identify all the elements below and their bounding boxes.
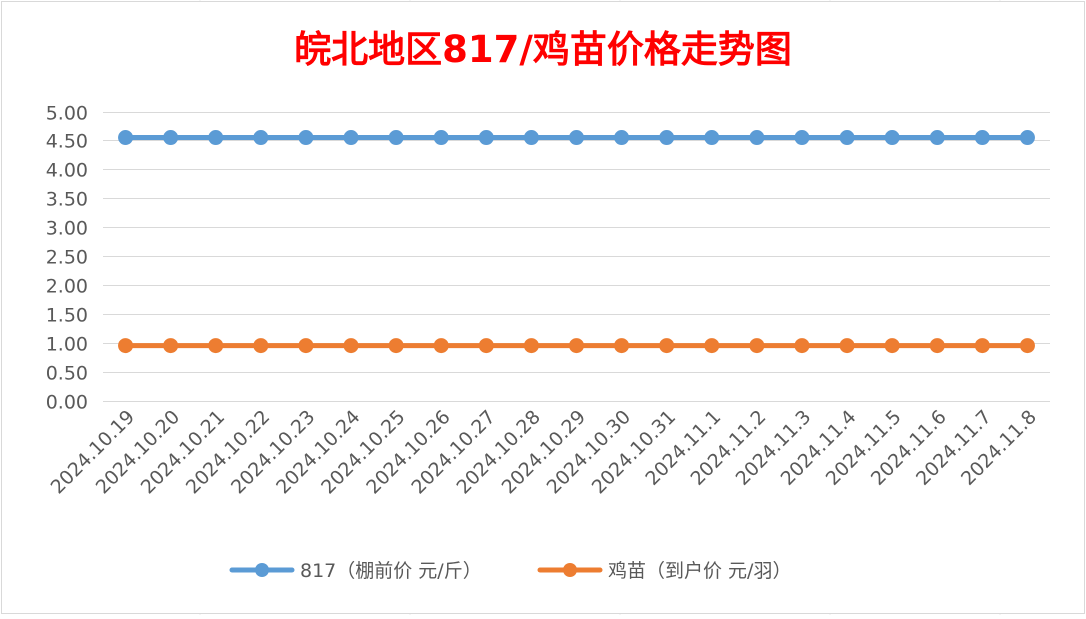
y-tick-label: 4.50 xyxy=(46,131,88,153)
data-point xyxy=(749,130,765,146)
grid-lines xyxy=(103,112,1050,402)
data-point xyxy=(343,338,359,354)
data-point xyxy=(659,130,675,146)
legend-marker xyxy=(255,563,269,577)
legend-item-2: 鸡苗（到户价 元/羽） xyxy=(537,560,791,582)
data-point xyxy=(298,338,314,354)
y-tick-label: 2.50 xyxy=(46,247,88,269)
data-point xyxy=(704,338,720,354)
data-point xyxy=(163,130,179,146)
data-point xyxy=(839,338,855,354)
data-point xyxy=(388,338,404,354)
data-point xyxy=(704,130,720,146)
data-point xyxy=(614,338,630,354)
data-point xyxy=(523,130,539,146)
data-point xyxy=(1019,130,1035,146)
data-point xyxy=(659,338,675,354)
y-tick-label: 1.50 xyxy=(46,305,88,327)
data-point xyxy=(118,130,134,146)
legend-label: 鸡苗（到户价 元/羽） xyxy=(608,560,791,582)
y-tick-label: 3.00 xyxy=(46,218,88,240)
data-point xyxy=(569,338,584,354)
legend-marker xyxy=(563,563,577,577)
data-point xyxy=(478,130,494,146)
series-1 xyxy=(118,130,1035,146)
series-layer xyxy=(118,130,1035,354)
data-point xyxy=(614,130,630,146)
y-tick-label: 4.00 xyxy=(46,160,88,182)
x-axis-tick-labels: 2024.10.192024.10.202024.10.212024.10.22… xyxy=(47,406,1041,498)
y-tick-label: 1.00 xyxy=(46,334,88,356)
data-point xyxy=(208,338,224,354)
data-point xyxy=(794,338,810,354)
data-point xyxy=(298,130,314,146)
data-point xyxy=(343,130,359,146)
data-point xyxy=(388,130,404,146)
data-point xyxy=(1019,338,1035,354)
chart-title: 皖北地区817/鸡苗价格走势图 xyxy=(294,28,792,71)
data-point xyxy=(208,130,224,146)
legend-item-1: 817（棚前价 元/斤） xyxy=(229,560,482,582)
data-point xyxy=(929,338,945,354)
data-point xyxy=(118,338,134,354)
data-point xyxy=(523,338,539,354)
data-point xyxy=(253,130,269,146)
data-point xyxy=(433,338,449,354)
data-point xyxy=(749,338,765,354)
data-point xyxy=(974,338,990,354)
legend-label: 817（棚前价 元/斤） xyxy=(300,560,482,582)
data-point xyxy=(253,338,269,354)
series-2 xyxy=(118,338,1035,354)
data-point xyxy=(478,338,494,354)
data-point xyxy=(884,338,900,354)
legend: 817（棚前价 元/斤） 鸡苗（到户价 元/羽） xyxy=(229,560,791,582)
data-point xyxy=(884,130,900,146)
data-point xyxy=(839,130,855,146)
data-point xyxy=(974,130,990,146)
data-point xyxy=(433,130,449,146)
y-tick-label: 3.50 xyxy=(46,189,88,211)
y-tick-label: 0.50 xyxy=(46,363,88,385)
data-point xyxy=(794,130,810,146)
data-point xyxy=(163,338,179,354)
y-tick-label: 5.00 xyxy=(46,103,88,125)
data-point xyxy=(929,130,945,146)
y-tick-label: 2.00 xyxy=(46,276,88,298)
data-point xyxy=(569,130,584,146)
y-axis-tick-labels: 0.00 0.50 1.00 1.50 2.00 2.50 3.00 3.50 4.00 4.50… xyxy=(46,103,88,414)
y-tick-label: 0.00 xyxy=(46,392,88,414)
